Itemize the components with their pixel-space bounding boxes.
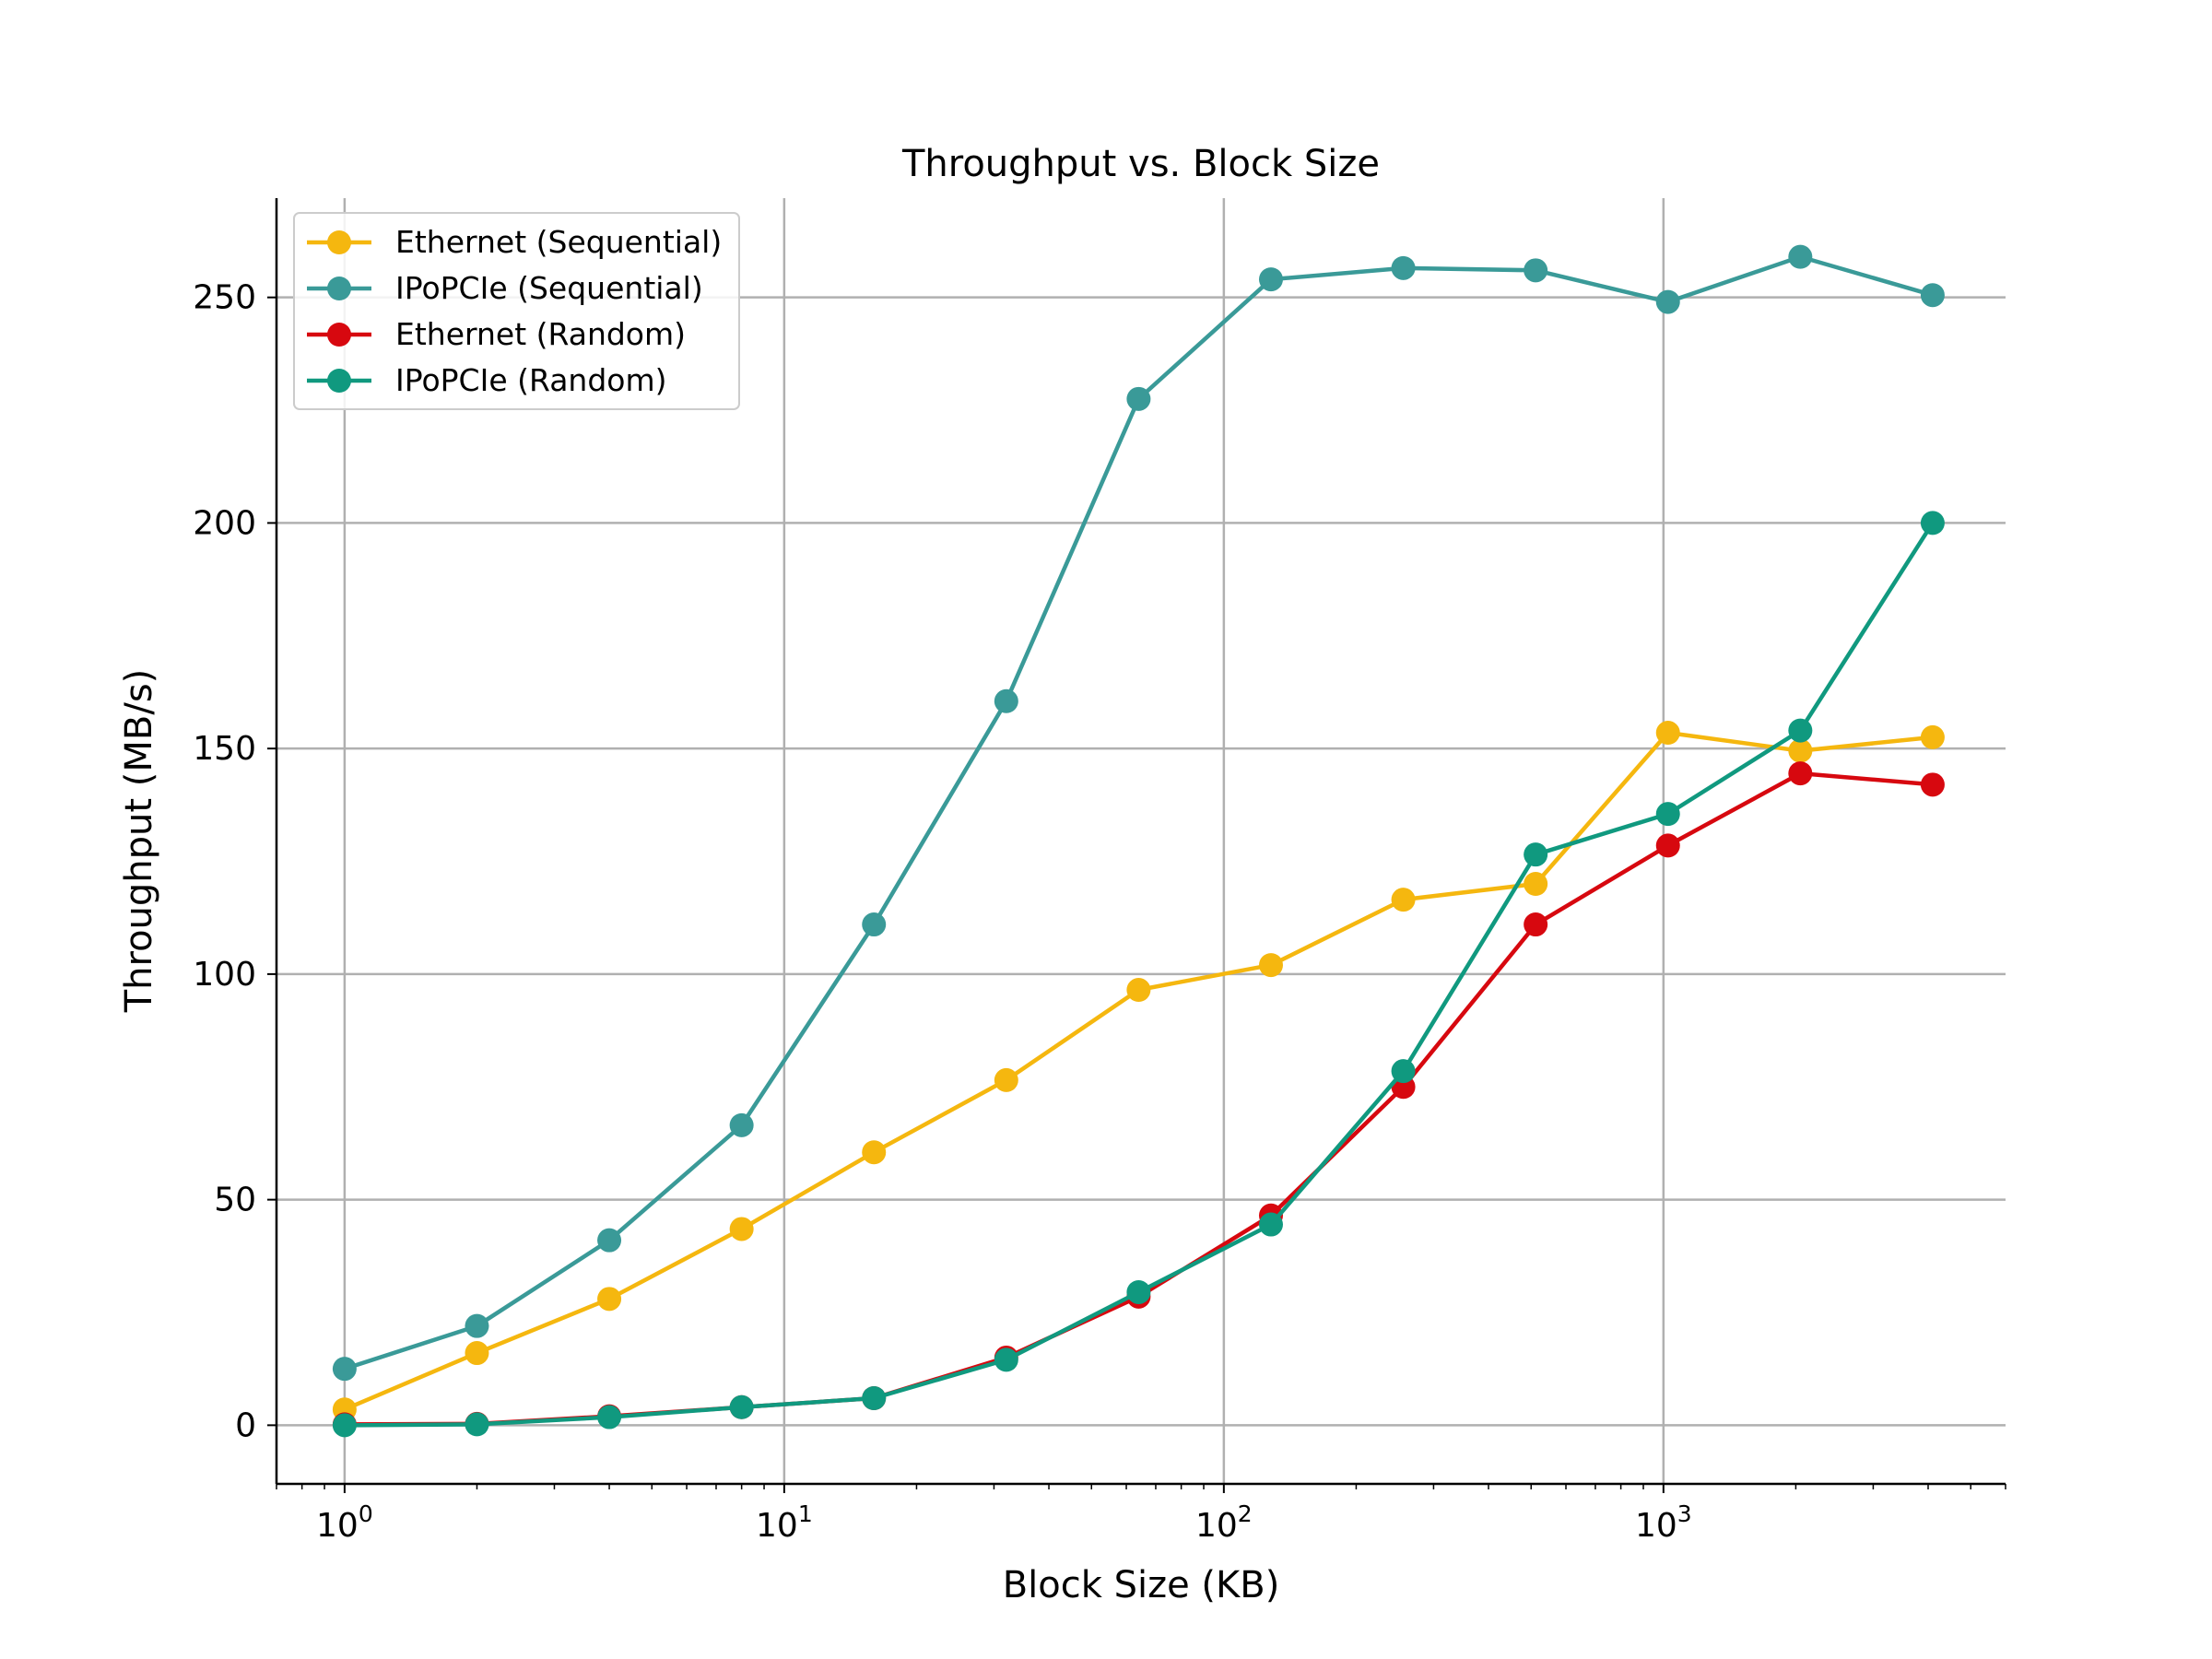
data-point <box>1655 802 1680 827</box>
data-point <box>465 1412 489 1437</box>
data-point <box>1788 718 1813 743</box>
x-tick-label: 101 <box>756 1500 813 1545</box>
data-point <box>1788 738 1813 763</box>
data-point <box>994 1347 1018 1372</box>
legend-box <box>293 212 740 410</box>
data-point <box>1655 833 1680 858</box>
legend-swatch-marker <box>327 230 351 254</box>
y-tick-label: 0 <box>235 1406 256 1444</box>
series-2 <box>332 244 1945 1382</box>
data-point <box>1258 953 1283 978</box>
data-point <box>994 1067 1018 1092</box>
data-point <box>1920 283 1945 308</box>
data-point <box>465 1341 489 1366</box>
x-tick-labels: 100 101 102 103 <box>316 1484 1692 1545</box>
data-point <box>1788 244 1813 269</box>
data-point <box>1788 761 1813 786</box>
data-point <box>1391 1059 1416 1084</box>
legend-swatch-marker <box>327 276 351 300</box>
data-point <box>1126 1279 1151 1304</box>
y-tick-label: 250 <box>193 279 256 317</box>
data-point <box>597 1287 622 1312</box>
data-point <box>1524 912 1548 937</box>
data-point <box>1655 289 1680 314</box>
legend-label: Ethernet (Random) <box>395 316 686 352</box>
data-point <box>465 1313 489 1338</box>
data-point <box>1524 258 1548 283</box>
data-point <box>1655 721 1680 746</box>
data-point <box>862 1140 887 1165</box>
legend-item: IPoPCIe (Random) <box>307 362 667 398</box>
data-point <box>1920 724 1945 749</box>
data-point <box>994 688 1018 713</box>
legend-label: IPoPCIe (Sequential) <box>395 270 703 306</box>
axes <box>275 198 2006 1486</box>
legend-label: IPoPCIe (Random) <box>395 362 667 398</box>
y-tick-label: 50 <box>214 1182 256 1219</box>
x-axis-title: Block Size (KB) <box>1003 1564 1280 1606</box>
legend-item: Ethernet (Sequential) <box>307 224 722 260</box>
data-point <box>729 1112 754 1137</box>
data-point <box>1524 842 1548 867</box>
chart-title: Throughput vs. Block Size <box>901 143 1380 185</box>
data-point <box>1920 772 1945 797</box>
data-point <box>597 1228 622 1253</box>
legend: Ethernet (Sequential) IPoPCIe (Sequential… <box>293 212 740 410</box>
data-point <box>1920 511 1945 535</box>
data-point <box>1524 872 1548 896</box>
legend-label: Ethernet (Sequential) <box>395 224 722 260</box>
y-tick-label: 150 <box>193 730 256 768</box>
legend-swatch-marker <box>327 369 351 393</box>
legend-item: Ethernet (Random) <box>307 316 686 352</box>
data-point <box>597 1405 622 1430</box>
legend-item: IPoPCIe (Sequential) <box>307 270 703 306</box>
data-point <box>1126 978 1151 1003</box>
x-minor-ticks <box>276 1484 2006 1489</box>
y-axis-title: Throughput (MB/s) <box>118 669 160 1014</box>
series <box>332 244 1945 1438</box>
data-point <box>1258 1212 1283 1237</box>
x-tick-label: 100 <box>316 1500 373 1545</box>
data-point <box>729 1394 754 1419</box>
data-point <box>862 1386 887 1410</box>
y-tick-labels: 0 50 100 150 200 250 <box>193 279 276 1444</box>
data-point <box>332 1413 357 1438</box>
x-tick-label: 102 <box>1195 1500 1253 1545</box>
data-point <box>1258 267 1283 292</box>
grid <box>276 198 2006 1484</box>
data-point <box>1126 386 1151 411</box>
data-point <box>1391 255 1416 280</box>
y-tick-label: 200 <box>193 504 256 542</box>
data-point <box>862 912 887 937</box>
data-point <box>1391 888 1416 912</box>
legend-swatch-marker <box>327 323 351 347</box>
y-tick-label: 100 <box>193 956 256 994</box>
series-4 <box>332 511 1945 1438</box>
data-point <box>332 1357 357 1382</box>
data-point <box>729 1217 754 1241</box>
x-tick-label: 103 <box>1635 1500 1692 1545</box>
